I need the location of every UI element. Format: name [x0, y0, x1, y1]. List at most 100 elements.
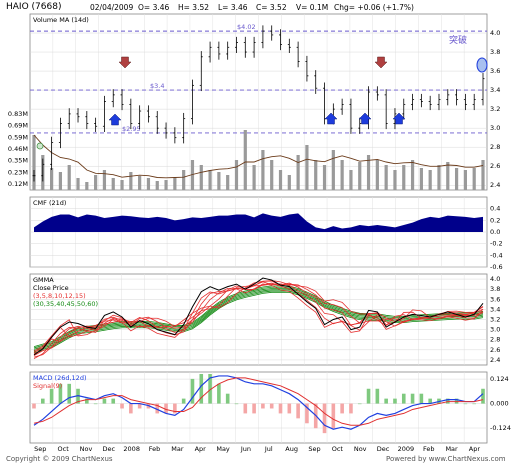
- volume-bar: [164, 180, 168, 190]
- volume-bar: [270, 160, 274, 190]
- cmf-axis-tick: -0.4: [490, 251, 503, 259]
- volume-bar: [402, 165, 406, 190]
- gmma-axis-tick: 4.0: [490, 275, 500, 283]
- powered-by-text: Powered by www.ChartNexus.com: [386, 455, 506, 463]
- macd-histogram-bar: [234, 403, 239, 405]
- cmf-axis-tick: 0.4: [490, 205, 500, 213]
- macd-axis-tick: 0.000: [490, 400, 509, 408]
- month-axis-label: Jun: [240, 445, 251, 453]
- price-axis-tick: 3.4: [490, 86, 500, 94]
- month-axis-label: Sep: [308, 445, 320, 453]
- macd-histogram-bar: [173, 403, 177, 414]
- signal-line: [33, 377, 484, 426]
- gmma-short-line: [33, 283, 484, 356]
- month-axis-label: Apr: [469, 445, 481, 453]
- volume-bar: [446, 162, 450, 190]
- macd-histogram-bar: [269, 403, 274, 409]
- macd-histogram-bar: [261, 403, 265, 409]
- volume-axis-tick: 0.59M: [8, 133, 28, 141]
- month-axis-label: 2008: [123, 445, 140, 453]
- month-axis-label: Nov: [354, 445, 367, 453]
- month-axis-label: May: [216, 445, 230, 453]
- gmma-axis-tick: 2.4: [490, 356, 500, 364]
- macd-axis-tick: -0.124: [490, 424, 511, 432]
- gmma-long-line: [33, 291, 484, 354]
- volume-panel-title: Volume MA (14d): [33, 16, 89, 24]
- gmma-legend-close: Close Price: [33, 284, 69, 292]
- volume-bar: [261, 150, 265, 190]
- volume-bar: [208, 170, 212, 190]
- volume-axis-tick: 0.23M: [8, 168, 28, 176]
- month-axis-label: Nov: [80, 445, 93, 453]
- volume-bar: [454, 168, 459, 190]
- volume-bar: [32, 135, 36, 190]
- macd-histogram-bar: [120, 403, 124, 409]
- volume-bar: [67, 165, 71, 190]
- gmma-long-line: [33, 288, 484, 350]
- cmf-panel-title: CMF (21d): [33, 199, 66, 207]
- volume-bar: [340, 160, 344, 190]
- buy-arrow-icon: [392, 112, 406, 125]
- gmma-legend-short: (3,5,8,10,12,15): [33, 292, 86, 300]
- volume-bar: [217, 172, 221, 190]
- macd-histogram-bar: [225, 393, 230, 404]
- change-value: Chg= +0.06 (+1.7%): [334, 3, 414, 12]
- cmf-axis-tick: 0.0: [490, 228, 500, 236]
- macd-histogram-bar: [137, 403, 142, 409]
- macd-histogram-bar: [463, 403, 468, 405]
- volume-bar: [76, 178, 80, 190]
- volume-ma-line: [33, 134, 484, 179]
- volume-bar: [138, 176, 142, 190]
- volume-axis-tick: 0.69M: [8, 122, 28, 130]
- gmma-legend-long: (30,35,40,45,50,60): [33, 300, 98, 308]
- macd-histogram-bar: [322, 403, 327, 434]
- macd-histogram-bar: [481, 388, 485, 404]
- chart-header: HAIO (7668) 02/04/2009 O= 3.46 H= 3.52 L…: [6, 2, 506, 13]
- gmma-axis-tick: 3.0: [490, 326, 500, 334]
- macd-histogram-bar: [41, 398, 45, 404]
- start-marker-icon: [36, 142, 44, 150]
- volume-value: V= 0.1M: [296, 3, 329, 12]
- macd-histogram-bar: [208, 373, 212, 404]
- price-axis-tick: 3.0: [490, 124, 500, 132]
- macd-histogram-bar: [349, 403, 353, 414]
- volume-bar: [155, 181, 159, 190]
- gmma-long-line: [33, 289, 484, 351]
- macd-histogram-bar: [111, 398, 116, 404]
- gmma-short-line: [33, 280, 484, 352]
- volume-bar: [252, 165, 256, 190]
- gmma-axis-tick: 3.2: [490, 316, 500, 324]
- volume-bar: [437, 165, 441, 190]
- volume-bar: [111, 178, 115, 190]
- macd-axis-tick: 0.124: [490, 375, 509, 383]
- macd-histogram-bar: [32, 403, 36, 409]
- macd-histogram-bar: [393, 398, 397, 404]
- cmf-axis-tick: -0.2: [490, 240, 503, 248]
- price-level-label: $2.95: [122, 125, 141, 133]
- volume-axis-tick: 0.35M: [8, 157, 28, 165]
- volume-bar: [314, 160, 318, 190]
- volume-bar: [481, 160, 485, 190]
- buy-arrow-icon: [358, 112, 372, 125]
- macd-legend-signal: Signal(9): [33, 382, 62, 390]
- close-value: C= 3.52: [256, 3, 287, 12]
- breakout-marker-icon: [476, 57, 488, 73]
- volume-bar: [120, 180, 124, 190]
- macd-histogram-bar: [340, 403, 344, 414]
- open-value: O= 3.46: [138, 3, 170, 12]
- month-axis-label: Aug: [285, 445, 298, 453]
- volume-bar: [199, 165, 203, 190]
- buy-arrow-icon: [324, 112, 338, 125]
- macd-histogram-bar: [428, 398, 432, 404]
- volume-bar: [296, 155, 300, 190]
- macd-histogram-bar: [305, 403, 309, 424]
- macd-histogram-bar: [252, 403, 256, 414]
- copyright-text: Copyright © 2009 ChartNexus: [6, 455, 113, 463]
- price-axis-tick: 2.6: [490, 162, 500, 170]
- macd-histogram-bar: [164, 403, 168, 414]
- price-axis-tick: 3.2: [490, 105, 500, 113]
- sell-arrow-icon: [118, 56, 132, 69]
- volume-bar: [243, 130, 247, 190]
- macd-histogram-bar: [217, 383, 221, 404]
